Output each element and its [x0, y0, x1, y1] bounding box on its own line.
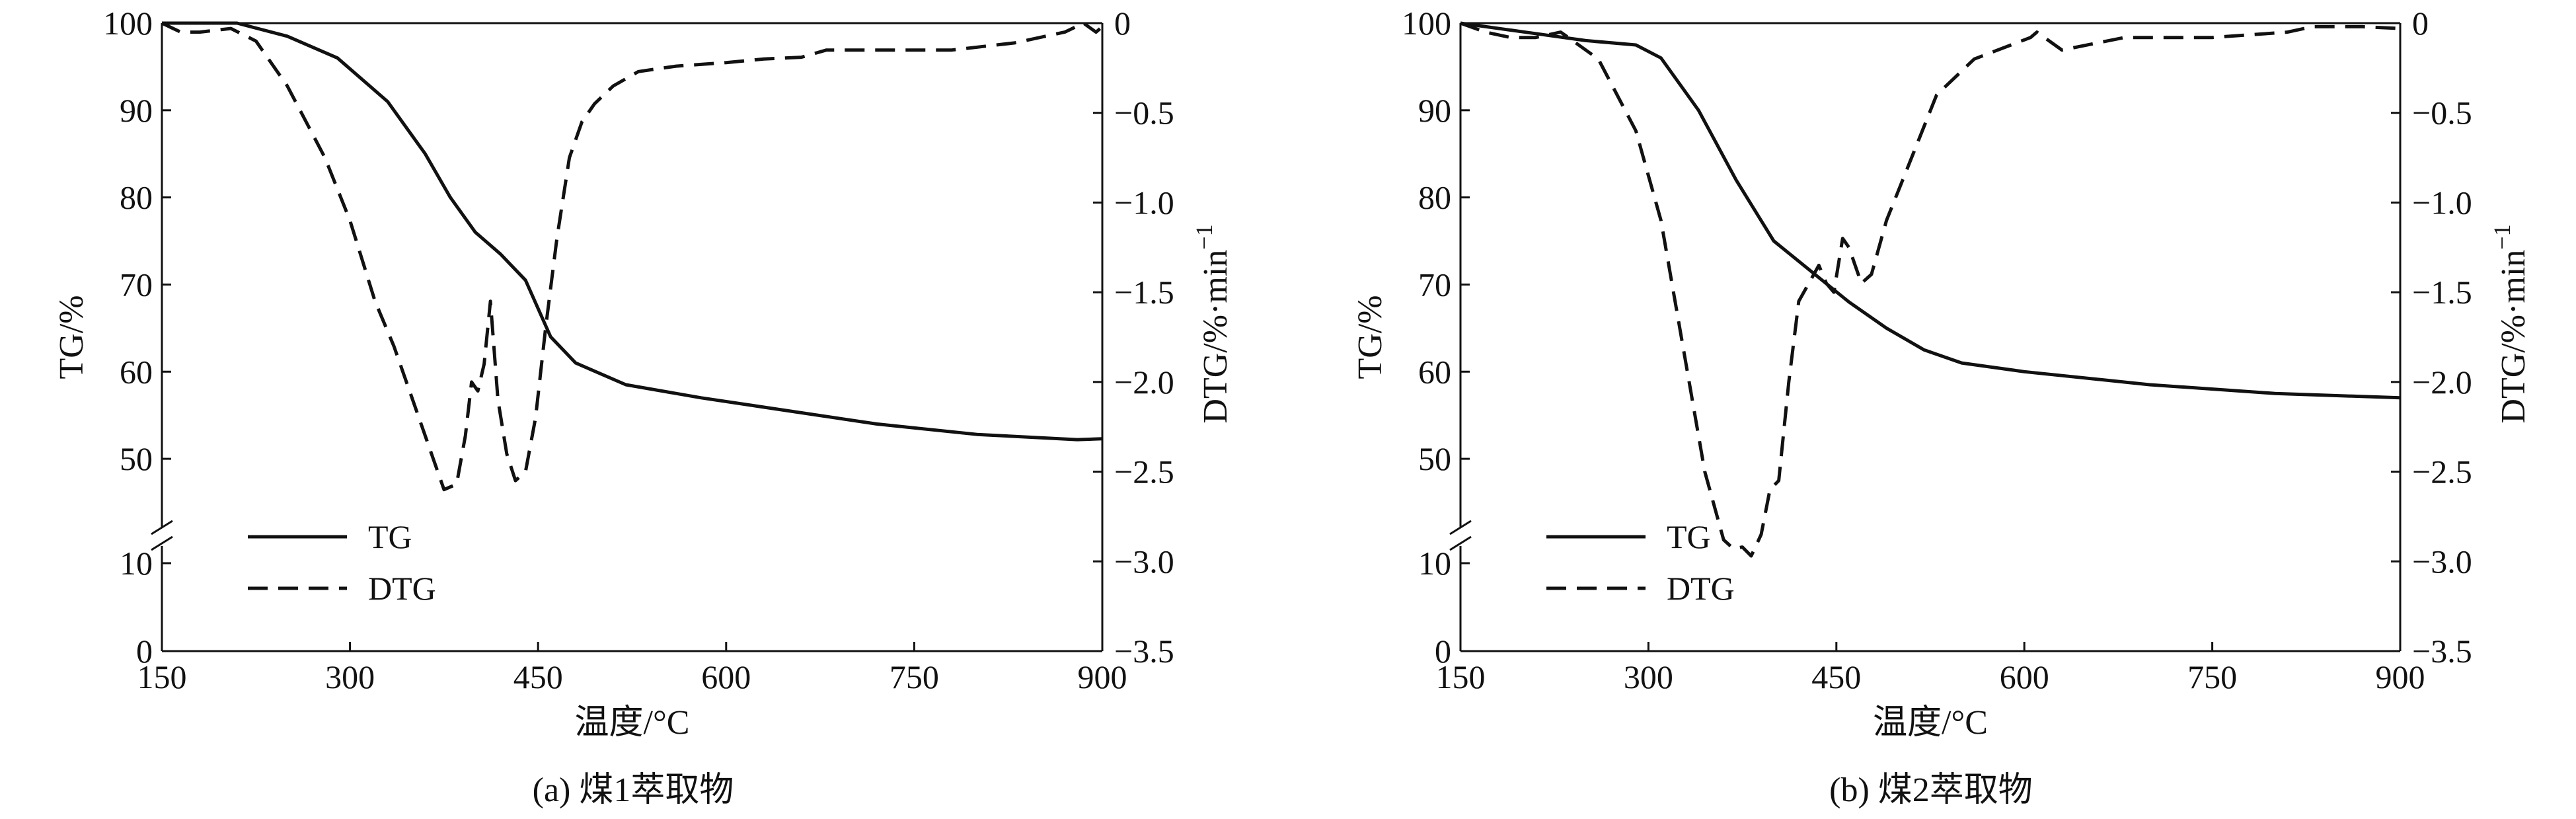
x-tick-label: 750 — [890, 658, 939, 695]
y-left-tick-label: 50 — [120, 440, 153, 477]
legend-label-dtg: DTG — [1667, 570, 1735, 607]
y-right-tick-label: −2.5 — [2412, 453, 2472, 490]
x-tick-label: 450 — [1811, 658, 1861, 695]
y-right-axis-title-superscript: −1 — [2489, 224, 2515, 249]
x-tick-label: 300 — [325, 658, 375, 695]
series-line-dtg — [161, 21, 1104, 492]
y-right-tick-label: −3.0 — [1114, 543, 1174, 580]
y-right-tick-label: −2.0 — [2412, 364, 2472, 401]
y-right-tick-label: −2.0 — [1114, 364, 1174, 401]
y-left-axis-title: TG/% — [53, 295, 91, 379]
y-left-tick-label: 90 — [120, 92, 153, 129]
series-line-dtg — [1460, 21, 2401, 558]
y-right-tick-label: −0.5 — [2412, 95, 2472, 132]
y-left-tick-label: 10 — [120, 545, 153, 582]
chart-panel-a: 150 300 450 600 750 900 0 10 50 60 70 80 90 100 0 −0.5 −… — [53, 5, 1234, 809]
y-right-tick-label: −1.5 — [1114, 274, 1174, 311]
axis-break-mark — [151, 520, 173, 551]
y-left-tick-label: 100 — [103, 5, 153, 42]
y-left-tick-label: 60 — [1418, 353, 1451, 390]
y-right-axis-title-superscript: −1 — [1191, 224, 1217, 249]
y-right-tick-label: −3.5 — [2412, 633, 2472, 670]
y-right-axis-title: DTG/%·min−1 — [2489, 224, 2532, 423]
y-left-tick-label: 90 — [1418, 92, 1451, 129]
panel-caption: (a) 煤1萃取物 — [533, 771, 734, 809]
y-left-tick-label: 10 — [1418, 545, 1451, 582]
y-right-tick-label: −3.0 — [2412, 543, 2472, 580]
y-right-tick-label: −1.5 — [2412, 274, 2472, 311]
y-right-axis-title-text: DTG/%·min — [1197, 250, 1234, 424]
x-tick-label: 750 — [2187, 658, 2237, 695]
series-line-tg — [162, 21, 1103, 442]
legend-label-tg: TG — [1667, 518, 1711, 555]
y-left-tick-label: 0 — [136, 633, 153, 670]
x-tick-label: 900 — [2376, 658, 2425, 695]
x-axis-title: 温度/°C — [1873, 704, 1988, 742]
y-right-tick-label: −1.0 — [2412, 184, 2472, 221]
x-axis-title: 温度/°C — [575, 704, 690, 742]
y-left-tick-label: 80 — [120, 179, 153, 216]
x-tick-label: 600 — [701, 658, 751, 695]
y-right-tick-label: −2.5 — [1114, 453, 1174, 490]
x-tick-label: 600 — [2000, 658, 2049, 695]
series-line-tg — [1460, 21, 2401, 400]
panel-caption: (b) 煤2萃取物 — [1829, 771, 2033, 809]
y-left-tick-label: 60 — [120, 353, 153, 390]
y-right-tick-label: 0 — [2412, 5, 2429, 42]
y-left-tick-label: 0 — [1435, 633, 1451, 670]
y-right-tick-label: −0.5 — [1114, 95, 1174, 132]
y-left-tick-label: 70 — [1418, 266, 1451, 303]
legend-label-tg: TG — [368, 518, 412, 555]
x-tick-label: 450 — [513, 658, 563, 695]
axis-break-mark — [1449, 520, 1472, 551]
x-tick-label: 150 — [137, 658, 187, 695]
y-left-tick-label: 50 — [1418, 440, 1451, 477]
legend-label-dtg: DTG — [368, 570, 436, 607]
y-right-tick-label: −1.0 — [1114, 184, 1174, 221]
y-left-tick-label: 80 — [1418, 179, 1451, 216]
y-right-axis-title-text: DTG/%·min — [2495, 250, 2532, 424]
y-left-axis-title: TG/% — [1351, 295, 1389, 379]
y-right-axis-title: DTG/%·min−1 — [1191, 224, 1234, 423]
x-tick-label: 150 — [1436, 658, 1486, 695]
y-left-tick-label: 70 — [120, 266, 153, 303]
y-right-tick-label: −3.5 — [1114, 633, 1174, 670]
x-tick-label: 900 — [1078, 658, 1127, 695]
x-tick-label: 300 — [1624, 658, 1673, 695]
y-left-tick-label: 100 — [1402, 5, 1451, 42]
y-right-tick-label: 0 — [1114, 5, 1131, 42]
chart-panel-b: 150 300 450 600 750 900 0 10 50 60 70 80 90 100 0 −0.5 −… — [1351, 5, 2532, 809]
